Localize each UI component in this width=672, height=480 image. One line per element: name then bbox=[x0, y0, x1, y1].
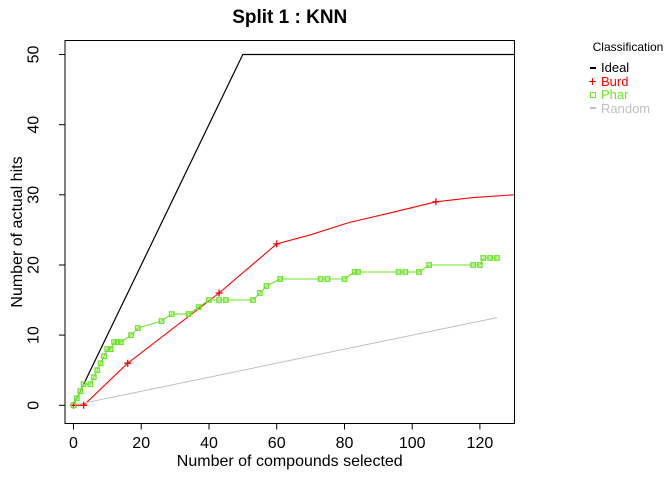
marker-square-phar bbox=[494, 255, 500, 261]
y-tick-label: 30 bbox=[26, 186, 43, 204]
marker-square-phar bbox=[111, 339, 118, 345]
series-line-phar bbox=[73, 257, 497, 406]
marker-square-phar bbox=[94, 367, 101, 374]
y-axis-ticks: 0 10 20 30 40 50 bbox=[26, 46, 65, 410]
marker-square-phar bbox=[87, 381, 94, 388]
legend: Classification Ideal + Burd Phar Random bbox=[584, 40, 672, 115]
marker-square-phar bbox=[134, 325, 141, 331]
marker-square-phar bbox=[101, 353, 107, 360]
marker-plus-burd bbox=[273, 240, 281, 248]
marker-plus-burd bbox=[215, 289, 223, 297]
marker-square-phar bbox=[206, 297, 212, 303]
marker-square-phar bbox=[114, 339, 121, 345]
series-markers bbox=[70, 198, 500, 409]
marker-square-phar bbox=[256, 290, 263, 296]
marker-square-phar bbox=[351, 269, 358, 275]
series-lines bbox=[72, 53, 515, 406]
chart-title: Split 1 : KNN bbox=[232, 7, 347, 28]
marker-square-phar bbox=[416, 269, 422, 275]
plus-icon: + bbox=[584, 73, 601, 90]
marker-square-phar bbox=[477, 262, 483, 268]
legend-item-phar: Phar bbox=[584, 88, 672, 102]
marker-square-phar bbox=[104, 346, 111, 352]
y-tick-label: 40 bbox=[26, 116, 43, 134]
marker-square-phar bbox=[426, 262, 432, 268]
legend-label: Ideal bbox=[601, 60, 630, 75]
line-glyph bbox=[589, 66, 596, 69]
square-icon bbox=[584, 91, 601, 98]
legend-title: Classification bbox=[592, 40, 664, 54]
y-tick-label: 0 bbox=[26, 401, 43, 410]
y-tick-label: 10 bbox=[26, 326, 43, 344]
y-tick-label: 20 bbox=[26, 256, 43, 274]
marker-square-phar bbox=[195, 304, 202, 310]
marker-square-phar bbox=[80, 381, 87, 388]
marker-square-phar bbox=[317, 276, 324, 282]
marker-square-phar bbox=[70, 402, 77, 409]
marker-square-phar bbox=[77, 388, 84, 395]
x-tick-label: 100 bbox=[399, 435, 426, 452]
legend-item-burd: + Burd bbox=[584, 73, 672, 90]
legend-label: Burd bbox=[601, 73, 629, 89]
marker-square-phar bbox=[222, 297, 229, 303]
marker-plus-burd bbox=[80, 401, 88, 409]
marker-square-phar bbox=[185, 311, 192, 317]
line-sample-icon bbox=[584, 66, 601, 69]
legend-label: Random bbox=[601, 100, 651, 116]
series-line-burd bbox=[73, 194, 514, 406]
y-axis-title: Number of actual hits bbox=[9, 156, 26, 307]
marker-plus-burd bbox=[432, 198, 440, 206]
marker-square-phar bbox=[216, 297, 222, 303]
marker-square-phar bbox=[128, 332, 134, 338]
square-glyph bbox=[589, 91, 596, 98]
x-axis-title: Number of compounds selected bbox=[177, 453, 403, 470]
marker-square-phar bbox=[263, 283, 270, 289]
marker-square-phar bbox=[470, 262, 477, 268]
x-tick-label: 0 bbox=[69, 435, 78, 452]
legend-label: Phar bbox=[601, 87, 629, 102]
line-glyph bbox=[589, 107, 596, 110]
x-tick-label: 20 bbox=[132, 435, 150, 452]
x-tick-label: 40 bbox=[200, 435, 218, 452]
x-tick-label: 60 bbox=[268, 435, 286, 452]
marker-square-phar bbox=[487, 255, 493, 261]
marker-square-phar bbox=[73, 395, 80, 402]
plot-frame bbox=[64, 40, 515, 424]
marker-square-phar bbox=[97, 360, 104, 367]
marker-plus-burd bbox=[124, 359, 132, 367]
marker-square-phar bbox=[168, 311, 175, 317]
marker-square-phar bbox=[277, 276, 283, 282]
series-line-ideal bbox=[72, 53, 515, 406]
marker-square-phar bbox=[117, 339, 124, 345]
legend-item-random: Random bbox=[584, 100, 672, 116]
legend-item-ideal: Ideal bbox=[584, 61, 672, 75]
plus-glyph: + bbox=[588, 73, 597, 90]
marker-square-phar bbox=[90, 374, 97, 381]
marker-square-phar bbox=[158, 318, 165, 324]
marker-square-phar bbox=[341, 276, 348, 282]
line-sample-icon bbox=[584, 107, 601, 110]
x-tick-label: 120 bbox=[467, 435, 494, 452]
marker-square-phar bbox=[355, 269, 361, 275]
marker-square-phar bbox=[395, 269, 402, 275]
y-tick-label: 50 bbox=[26, 46, 43, 64]
legend-items: Ideal + Burd Phar Random bbox=[584, 61, 672, 115]
marker-square-phar bbox=[480, 255, 487, 261]
series-line-random bbox=[73, 317, 498, 406]
x-tick-label: 80 bbox=[336, 435, 354, 452]
marker-square-phar bbox=[324, 276, 331, 282]
x-axis-ticks: 0 20 40 60 80 100 120 bbox=[69, 423, 494, 452]
marker-square-phar bbox=[250, 297, 256, 303]
marker-square-phar bbox=[402, 269, 409, 275]
marker-square-phar bbox=[107, 346, 114, 352]
